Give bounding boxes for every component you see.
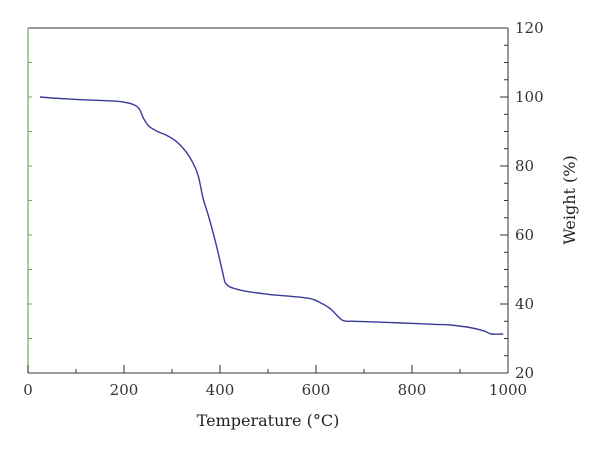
y-tick-label: 60 [515, 226, 534, 244]
y-tick-label: 40 [515, 295, 534, 313]
y-axis-title: Weight (%) [560, 155, 579, 244]
x-tick-label: 1000 [489, 381, 527, 399]
y-tick-label: 80 [515, 157, 534, 175]
x-tick-label: 0 [23, 381, 33, 399]
y-tick-label: 20 [515, 364, 534, 382]
weight-loss-line [39, 96, 504, 335]
x-tick-label: 400 [206, 381, 235, 399]
x-tick-label: 200 [110, 381, 139, 399]
x-axis: 0 200 400 600 800 1000 [23, 365, 527, 399]
plot-frame [27, 27, 509, 374]
series-layer [39, 96, 504, 335]
x-axis-title: Temperature (°C) [197, 411, 340, 430]
y-tick-label: 120 [515, 19, 544, 37]
y-axis: 20 40 60 80 100 120 [500, 19, 544, 382]
y-tick-label: 100 [515, 88, 544, 106]
x-tick-label: 600 [302, 381, 331, 399]
x-tick-label: 800 [398, 381, 427, 399]
